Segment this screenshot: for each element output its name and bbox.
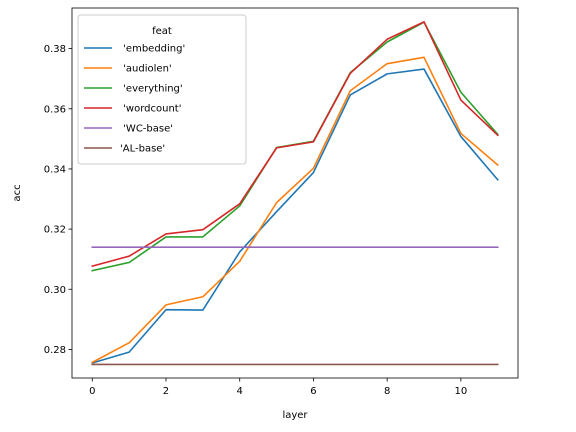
series-line-3	[91, 21, 499, 268]
y-tick-label: 0.32	[44, 225, 66, 236]
legend-label: 'audiolen'	[120, 64, 172, 75]
series-line-0	[91, 68, 499, 364]
legend-label: 'WC-base'	[120, 124, 173, 135]
legend-title: feat	[152, 26, 172, 37]
x-axis-label: layer	[282, 410, 308, 421]
x-axis: 0 2 4 6 8 10	[89, 378, 467, 397]
y-tick-label: 0.30	[44, 285, 66, 296]
x-tick-label: 0	[89, 386, 95, 397]
y-axis: 0.28 0.30 0.32 0.34 0.36 0.38	[44, 44, 72, 356]
legend-label: 'wordcount'	[120, 104, 181, 115]
y-tick-label: 0.38	[44, 44, 66, 55]
axes-frame	[71, 7, 519, 379]
y-tick-label: 0.28	[44, 345, 66, 356]
legend-label: 'embedding'	[120, 44, 185, 55]
legend-items: 'embedding' 'audiolen' 'everything' 'wor…	[84, 44, 185, 155]
x-tick-label: 10	[455, 386, 468, 397]
plot-area	[91, 21, 499, 366]
x-tick-label: 4	[237, 386, 243, 397]
legend: feat 'embedding' 'audiolen' 'everything'…	[77, 14, 247, 165]
x-tick-label: 2	[163, 386, 169, 397]
legend-label: 'AL-base'	[120, 144, 165, 155]
y-tick-label: 0.36	[44, 104, 66, 115]
x-tick-label: 8	[384, 386, 390, 397]
y-tick-label: 0.34	[44, 164, 66, 175]
legend-label: 'everything'	[120, 84, 183, 95]
x-tick-label: 6	[310, 386, 316, 397]
series-line-1	[91, 56, 499, 364]
legend-box	[77, 14, 247, 165]
y-axis-label: acc	[12, 184, 23, 201]
